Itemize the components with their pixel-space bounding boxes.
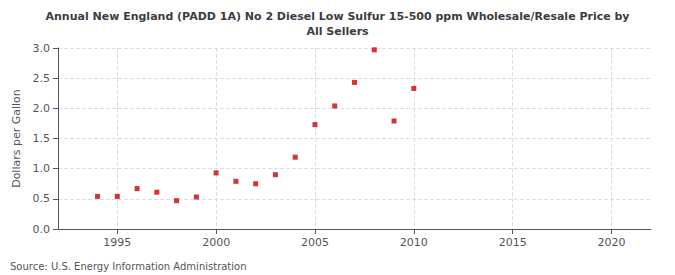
svg-text:2020: 2020 <box>597 236 625 249</box>
svg-text:All Sellers: All Sellers <box>306 25 369 38</box>
svg-text:2.5: 2.5 <box>33 72 51 85</box>
svg-text:Annual New England (PADD 1A) N: Annual New England (PADD 1A) No 2 Diesel… <box>45 10 629 23</box>
svg-text:2010: 2010 <box>400 236 428 249</box>
svg-text:1.5: 1.5 <box>33 132 51 145</box>
svg-text:1995: 1995 <box>103 236 131 249</box>
svg-text:2005: 2005 <box>301 236 329 249</box>
svg-text:Dollars per Gallon: Dollars per Gallon <box>10 89 23 188</box>
svg-text:2015: 2015 <box>499 236 527 249</box>
svg-text:0.0: 0.0 <box>33 223 51 236</box>
svg-text:3.0: 3.0 <box>33 42 51 55</box>
svg-text:2000: 2000 <box>202 236 230 249</box>
svg-text:Source: U.S. Energy Informatio: Source: U.S. Energy Information Administ… <box>10 261 247 272</box>
svg-text:2.0: 2.0 <box>33 102 51 115</box>
svg-text:0.5: 0.5 <box>33 192 51 205</box>
svg-text:1.0: 1.0 <box>33 162 51 175</box>
